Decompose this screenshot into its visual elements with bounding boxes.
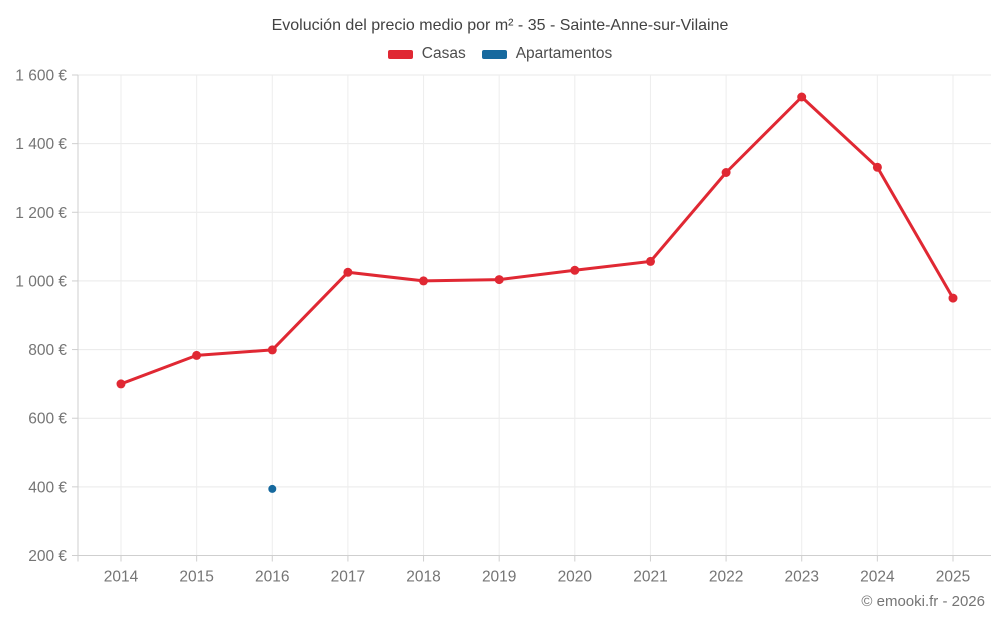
legend-label-casas: Casas <box>421 45 466 62</box>
casas-point-2023[interactable] <box>797 92 807 102</box>
casas-point-2024[interactable] <box>872 162 882 172</box>
legend-item-casas[interactable]: Casas <box>387 45 466 63</box>
casas-point-2018[interactable] <box>419 276 428 286</box>
x-tick-label: 2019 <box>482 569 516 586</box>
casas-point-2022[interactable] <box>721 168 731 177</box>
x-tick-label: 2017 <box>331 569 365 586</box>
y-tick-label: 200 € <box>28 548 67 565</box>
x-tick-label: 2020 <box>558 569 593 586</box>
casas-point-2019[interactable] <box>494 275 504 285</box>
y-tick-label: 600 € <box>28 411 67 428</box>
x-tick-label: 2022 <box>709 569 743 586</box>
copyright-text: © emooki.fr - 2026 <box>861 593 985 610</box>
apartamentos-point-2016[interactable] <box>268 484 277 493</box>
x-tick-label: 2015 <box>179 569 213 586</box>
x-tick-label: 2016 <box>255 569 289 586</box>
casas-point-2015[interactable] <box>192 350 202 360</box>
y-tick-label: 800 € <box>28 342 67 359</box>
x-tick-label: 2023 <box>784 569 818 586</box>
legend-item-apartamentos[interactable]: Apartamentos <box>481 45 613 63</box>
casas-point-2016[interactable] <box>267 345 277 355</box>
casas-point-2017[interactable] <box>343 267 353 277</box>
x-tick-label: 2021 <box>633 569 667 586</box>
casas-point-2025[interactable] <box>948 293 958 303</box>
casas-point-2014[interactable] <box>116 379 126 389</box>
casas-legend-swatch-icon <box>387 49 413 59</box>
casas-line <box>119 95 955 386</box>
x-tick-label: 2018 <box>406 569 440 586</box>
x-tick-label: 2014 <box>104 569 139 586</box>
casas-point-2020[interactable] <box>570 265 580 275</box>
casas-point-2021[interactable] <box>646 256 655 266</box>
y-tick-label: 1 400 € <box>15 136 67 153</box>
legend-label-apartamentos: Apartamentos <box>515 45 613 62</box>
y-tick-label: 400 € <box>28 479 67 496</box>
y-tick-label: 1 600 € <box>15 68 67 85</box>
x-tick-label: 2025 <box>936 569 970 586</box>
x-tick-label: 2024 <box>860 569 895 586</box>
y-tick-label: 1 200 € <box>15 205 67 222</box>
y-tick-label: 1 000 € <box>15 273 67 290</box>
apartamentos-legend-swatch-icon <box>481 49 507 59</box>
chart-legend: Casas Apartamentos <box>0 45 1000 63</box>
chart-title: Evolución del precio medio por m² - 35 -… <box>271 17 729 34</box>
